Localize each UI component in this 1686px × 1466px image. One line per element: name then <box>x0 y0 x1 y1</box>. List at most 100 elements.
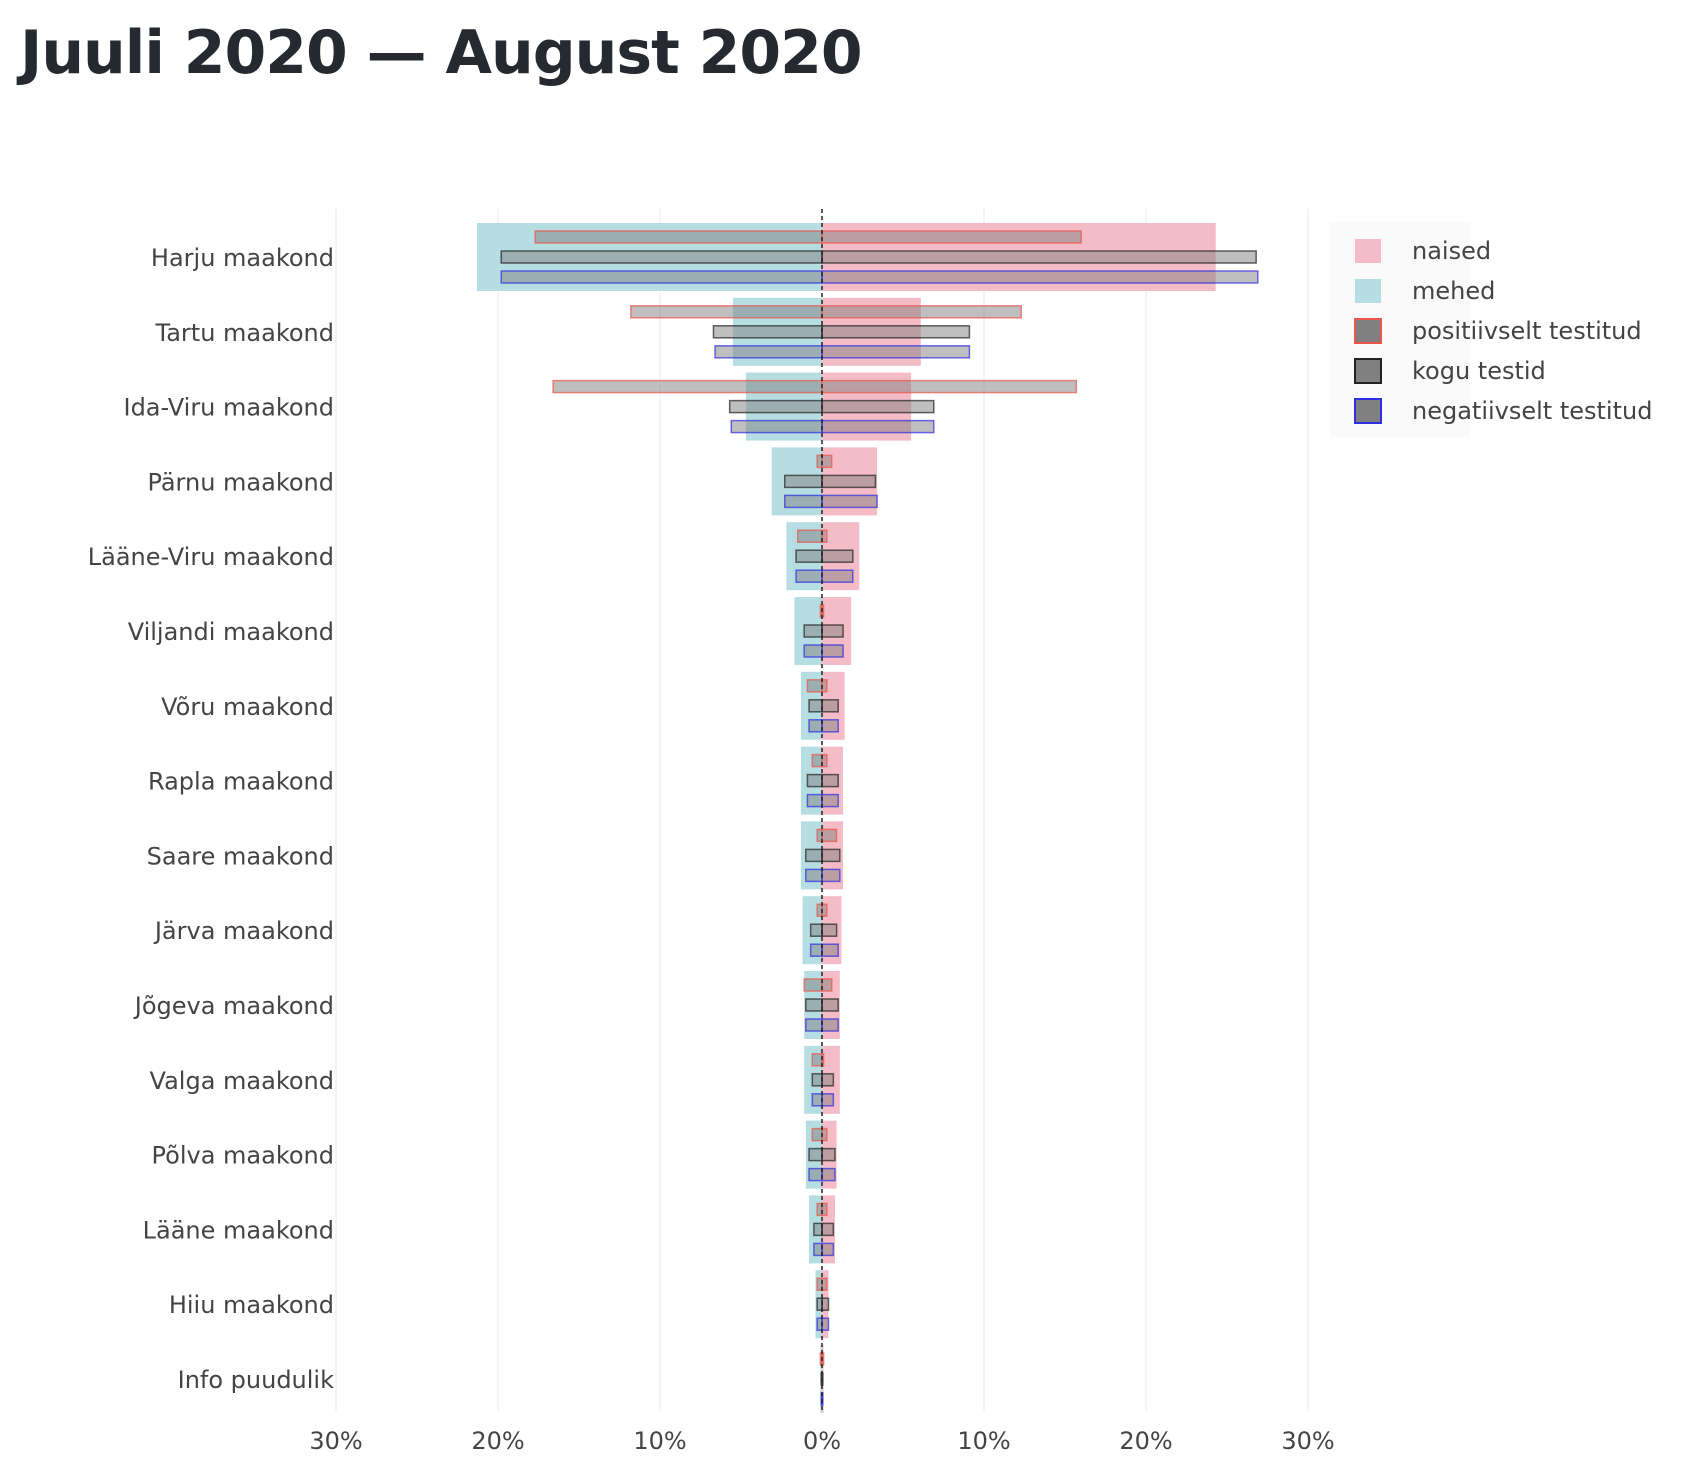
bar-kogu-testid-female <box>821 699 839 713</box>
bar-kogu-testid-male <box>795 549 823 563</box>
bar-negatiivselt-testitud-female <box>821 719 839 733</box>
bar-positiivselt-testitud-male <box>534 230 823 244</box>
bar-negatiivselt-testitud-female <box>821 1242 835 1257</box>
y-tick-label: Põlva maakond <box>152 1142 334 1170</box>
bar-negatiivselt-testitud-male <box>806 793 823 808</box>
legend-swatch <box>1354 318 1382 344</box>
bar-kogu-testid-female <box>821 399 935 414</box>
bar-kogu-testid-female <box>821 848 841 863</box>
bar-negatiivselt-testitud-female <box>821 943 839 957</box>
y-tick-label: Viljandi maakond <box>128 618 334 646</box>
bar-kogu-testid-male <box>500 250 823 264</box>
legend: naised mehed positiivselt testitud kogu tes… <box>1330 222 1652 437</box>
bar-positiivselt-testitud-male <box>630 305 823 319</box>
bar-positiivselt-testitud-female <box>821 454 833 469</box>
legend-label: mehed <box>1412 277 1495 305</box>
bar-positiivselt-testitud-male <box>552 379 823 394</box>
bar-negatiivselt-testitud-female <box>821 868 841 883</box>
legend-swatch <box>1355 279 1381 303</box>
bar-negatiivselt-testitud-female <box>821 1093 835 1107</box>
bar-kogu-testid-male <box>783 474 823 489</box>
bar-kogu-testid-female <box>821 1073 835 1087</box>
bar-kogu-testid-female <box>821 773 839 788</box>
bar-positiivselt-testitud-female <box>821 978 833 992</box>
y-tick-label: Järva maakond <box>153 917 334 945</box>
y-tick-label: Pärnu maakond <box>147 468 334 496</box>
bar-kogu-testid-female <box>821 923 838 937</box>
bar-negatiivselt-testitud-female <box>821 793 839 808</box>
bar-negatiivselt-testitud-male <box>805 1018 823 1032</box>
y-tick-label: Rapla maakond <box>148 768 334 796</box>
bar-kogu-testid-female <box>821 1222 835 1237</box>
bar-kogu-testid-female <box>821 1147 836 1162</box>
bar-positiivselt-testitud-male <box>816 1277 823 1291</box>
grid-lines <box>335 209 1309 1411</box>
bar-kogu-testid-male <box>813 1222 823 1237</box>
bar-negatiivselt-testitud-male <box>795 569 823 583</box>
bar-positiivselt-testitud-male <box>816 1202 823 1217</box>
bar-negatiivselt-testitud-male <box>809 943 823 957</box>
legend-label: negatiivselt testitud <box>1412 397 1652 425</box>
x-tick-label: 20% <box>1119 1427 1172 1455</box>
x-tick-label: 10% <box>633 1427 686 1455</box>
y-tick-label: Võru maakond <box>161 693 334 721</box>
bar-kogu-testid-female <box>821 549 854 563</box>
legend-background <box>1330 222 1470 437</box>
y-tick-label: Tartu maakond <box>155 319 334 347</box>
bar-positiivselt-testitud-male <box>811 1127 823 1142</box>
bar-negatiivselt-testitud-female <box>821 569 854 583</box>
bar-positiivselt-testitud-female <box>821 379 1078 394</box>
bar-positiivselt-testitud-male <box>811 753 823 768</box>
x-tick-label: 30% <box>309 1427 362 1455</box>
legend-label: naised <box>1412 237 1491 265</box>
legend-label: kogu testid <box>1412 357 1546 385</box>
bar-negatiivselt-testitud-male <box>500 270 823 284</box>
bar-negatiivselt-testitud-male <box>808 1167 823 1182</box>
bar-positiivselt-testitud-female <box>821 305 1023 319</box>
bar-positiivselt-testitud-male <box>796 529 823 543</box>
bar-positiivselt-testitud-female <box>821 230 1082 244</box>
bar-kogu-testid-female <box>821 325 971 339</box>
bar-kogu-testid-male <box>805 998 823 1012</box>
bar-negatiivselt-testitud-male <box>811 1093 823 1107</box>
bar-positiivselt-testitud-male <box>803 978 823 992</box>
legend-swatch <box>1354 398 1382 424</box>
bar-negatiivselt-testitud-male <box>803 644 823 658</box>
bar-negatiivselt-testitud-male <box>783 494 823 509</box>
bar-positiivselt-testitud-male <box>811 1053 823 1067</box>
chart-title: Juuli 2020 — August 2020 <box>20 18 863 88</box>
bars <box>476 223 1259 1413</box>
bar-kogu-testid-female <box>821 250 1257 264</box>
y-tick-label: Saare maakond <box>147 842 334 870</box>
x-tick-label: 30% <box>1281 1427 1334 1455</box>
bar-negatiivselt-testitud-female <box>821 1167 836 1182</box>
x-tick-label: 10% <box>957 1427 1010 1455</box>
bar-kogu-testid-male <box>805 848 823 863</box>
bar-negatiivselt-testitud-female <box>821 1018 839 1032</box>
bar-kogu-testid-male <box>809 923 823 937</box>
y-tick-label: Harju maakond <box>151 244 334 272</box>
bar-negatiivselt-testitud-male <box>808 719 823 733</box>
y-tick-label: Lääne maakond <box>143 1216 334 1244</box>
legend-swatch <box>1355 239 1381 263</box>
legend-label: positiivselt testitud <box>1412 317 1642 345</box>
x-tick-label: 20% <box>471 1427 524 1455</box>
bar-kogu-testid-female <box>821 1297 830 1311</box>
legend-swatch <box>1354 358 1382 384</box>
bar-negatiivselt-testitud-female <box>821 1317 830 1331</box>
bar-kogu-testid-female <box>821 474 877 489</box>
y-tick-label: Info puudulik <box>178 1366 334 1394</box>
bar-kogu-testid-male <box>803 624 823 638</box>
bar-kogu-testid-female <box>821 998 839 1012</box>
bar-positiivselt-testitud-female <box>821 828 838 843</box>
bar-negatiivselt-testitud-male <box>730 419 823 434</box>
bar-negatiivselt-testitud-male <box>813 1242 823 1257</box>
bar-negatiivselt-testitud-male <box>805 868 823 883</box>
bar-positiivselt-testitud-male <box>806 679 823 693</box>
bar-negatiivselt-testitud-male <box>714 345 823 359</box>
y-tick-label: Lääne-Viru maakond <box>88 543 334 571</box>
bar-negatiivselt-testitud-female <box>821 270 1259 284</box>
x-tick-label: 0% <box>803 1427 841 1455</box>
y-tick-label: Ida-Viru maakond <box>123 394 334 422</box>
